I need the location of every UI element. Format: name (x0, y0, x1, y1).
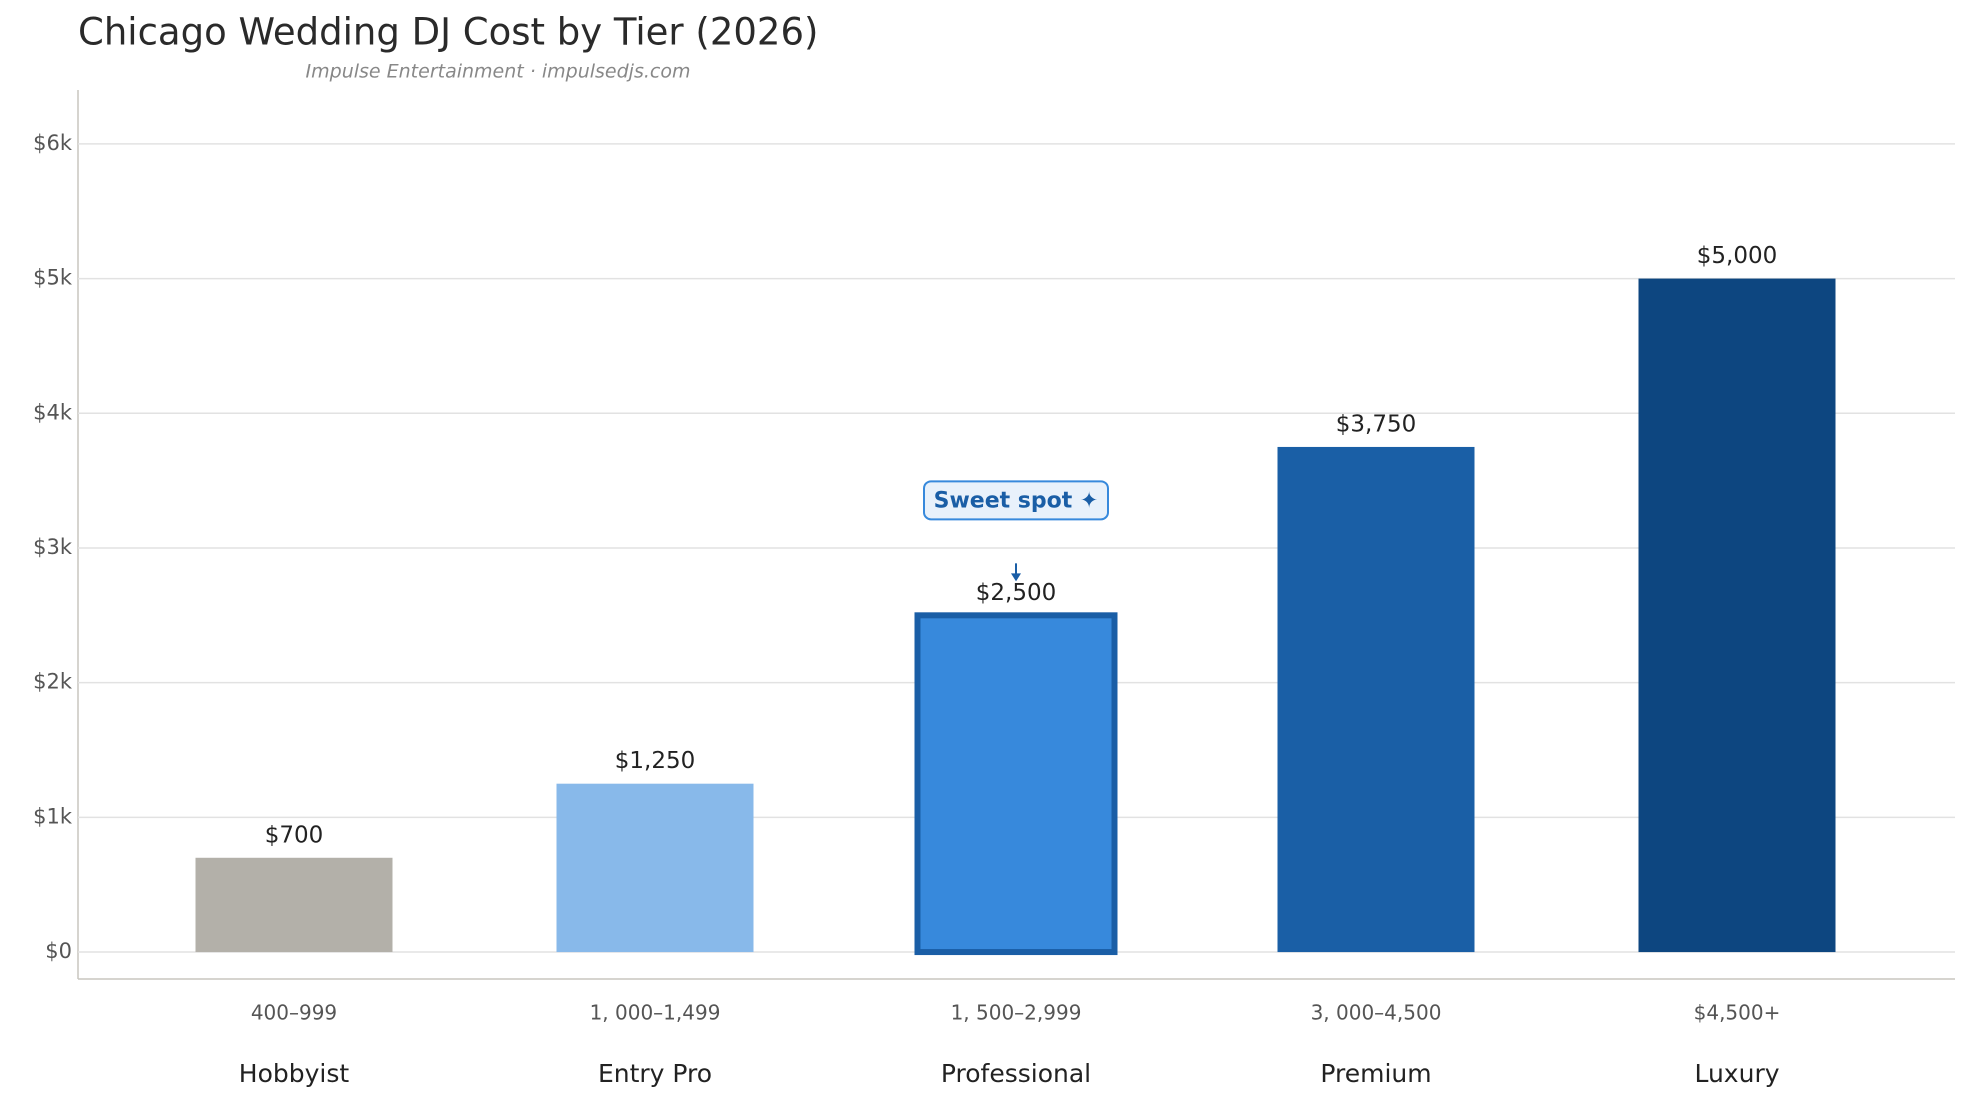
x-tick-label: Premium (1320, 1059, 1431, 1088)
range-label: $4,500+ (1694, 1001, 1781, 1025)
annotation-arrowhead (1011, 573, 1021, 582)
annotation-text: Sweet spot ✦ (934, 488, 1099, 513)
value-label: $1,250 (615, 748, 695, 774)
y-tick-label: $5k (33, 266, 73, 290)
y-tick-label: $1k (33, 804, 73, 828)
y-tick-label: $3k (33, 535, 73, 559)
bar (914, 612, 1118, 956)
value-label: $5,000 (1697, 243, 1777, 269)
value-label: $2,500 (976, 580, 1056, 606)
value-label: $700 (265, 822, 324, 848)
bar (1638, 278, 1836, 953)
y-tick-label: $4k (33, 400, 73, 424)
x-tick-label: Hobbyist (239, 1059, 350, 1088)
range-label: 1, 000–1,499 (590, 1001, 721, 1025)
value-label: $3,750 (1336, 411, 1416, 437)
range-label: 400–999 (251, 1001, 337, 1025)
y-tick-label: $2k (33, 670, 73, 694)
annotation-box (923, 480, 1109, 521)
x-tick-label: Professional (941, 1059, 1091, 1088)
x-tick-label: Entry Pro (598, 1059, 712, 1088)
x-tick-label: Luxury (1694, 1059, 1779, 1088)
range-label: 3, 000–4,500 (1311, 1001, 1442, 1025)
range-label: 1, 500–2,999 (951, 1001, 1082, 1025)
y-tick-label: $6k (33, 131, 73, 155)
bar (556, 783, 754, 953)
bar (1277, 446, 1475, 953)
chart-title: Chicago Wedding DJ Cost by Tier (2026) (78, 11, 818, 54)
bar (195, 857, 393, 953)
y-tick-label: $0 (45, 939, 72, 963)
chart-subtitle: Impulse Entertainment · impulsedjs.com (306, 61, 691, 83)
